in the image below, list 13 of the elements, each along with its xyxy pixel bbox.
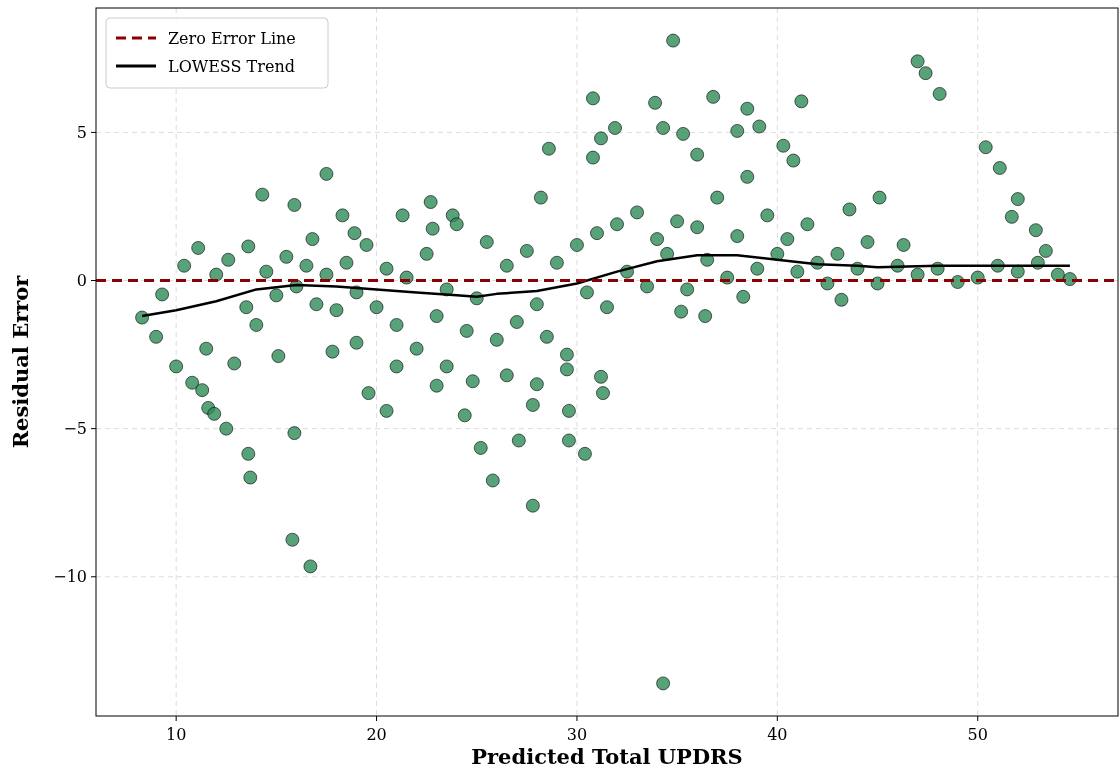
y-tick-label: −5 xyxy=(63,419,87,439)
x-tick-label: 10 xyxy=(165,725,187,744)
x-axis-title: Predicted Total UPDRS xyxy=(471,744,743,769)
x-tick-label: 20 xyxy=(366,725,387,744)
legend-label: Zero Error Line xyxy=(168,28,296,48)
y-tick-label: −10 xyxy=(53,567,87,587)
y-tick-label: 0 xyxy=(76,271,87,291)
y-tick-label: 5 xyxy=(76,123,87,143)
x-tick-label: 40 xyxy=(767,725,788,744)
x-tick-label: 50 xyxy=(967,725,988,744)
y-axis-title: Residual Error xyxy=(8,274,33,449)
x-tick-label: 30 xyxy=(566,725,588,744)
legend-label: LOWESS Trend xyxy=(168,56,295,76)
